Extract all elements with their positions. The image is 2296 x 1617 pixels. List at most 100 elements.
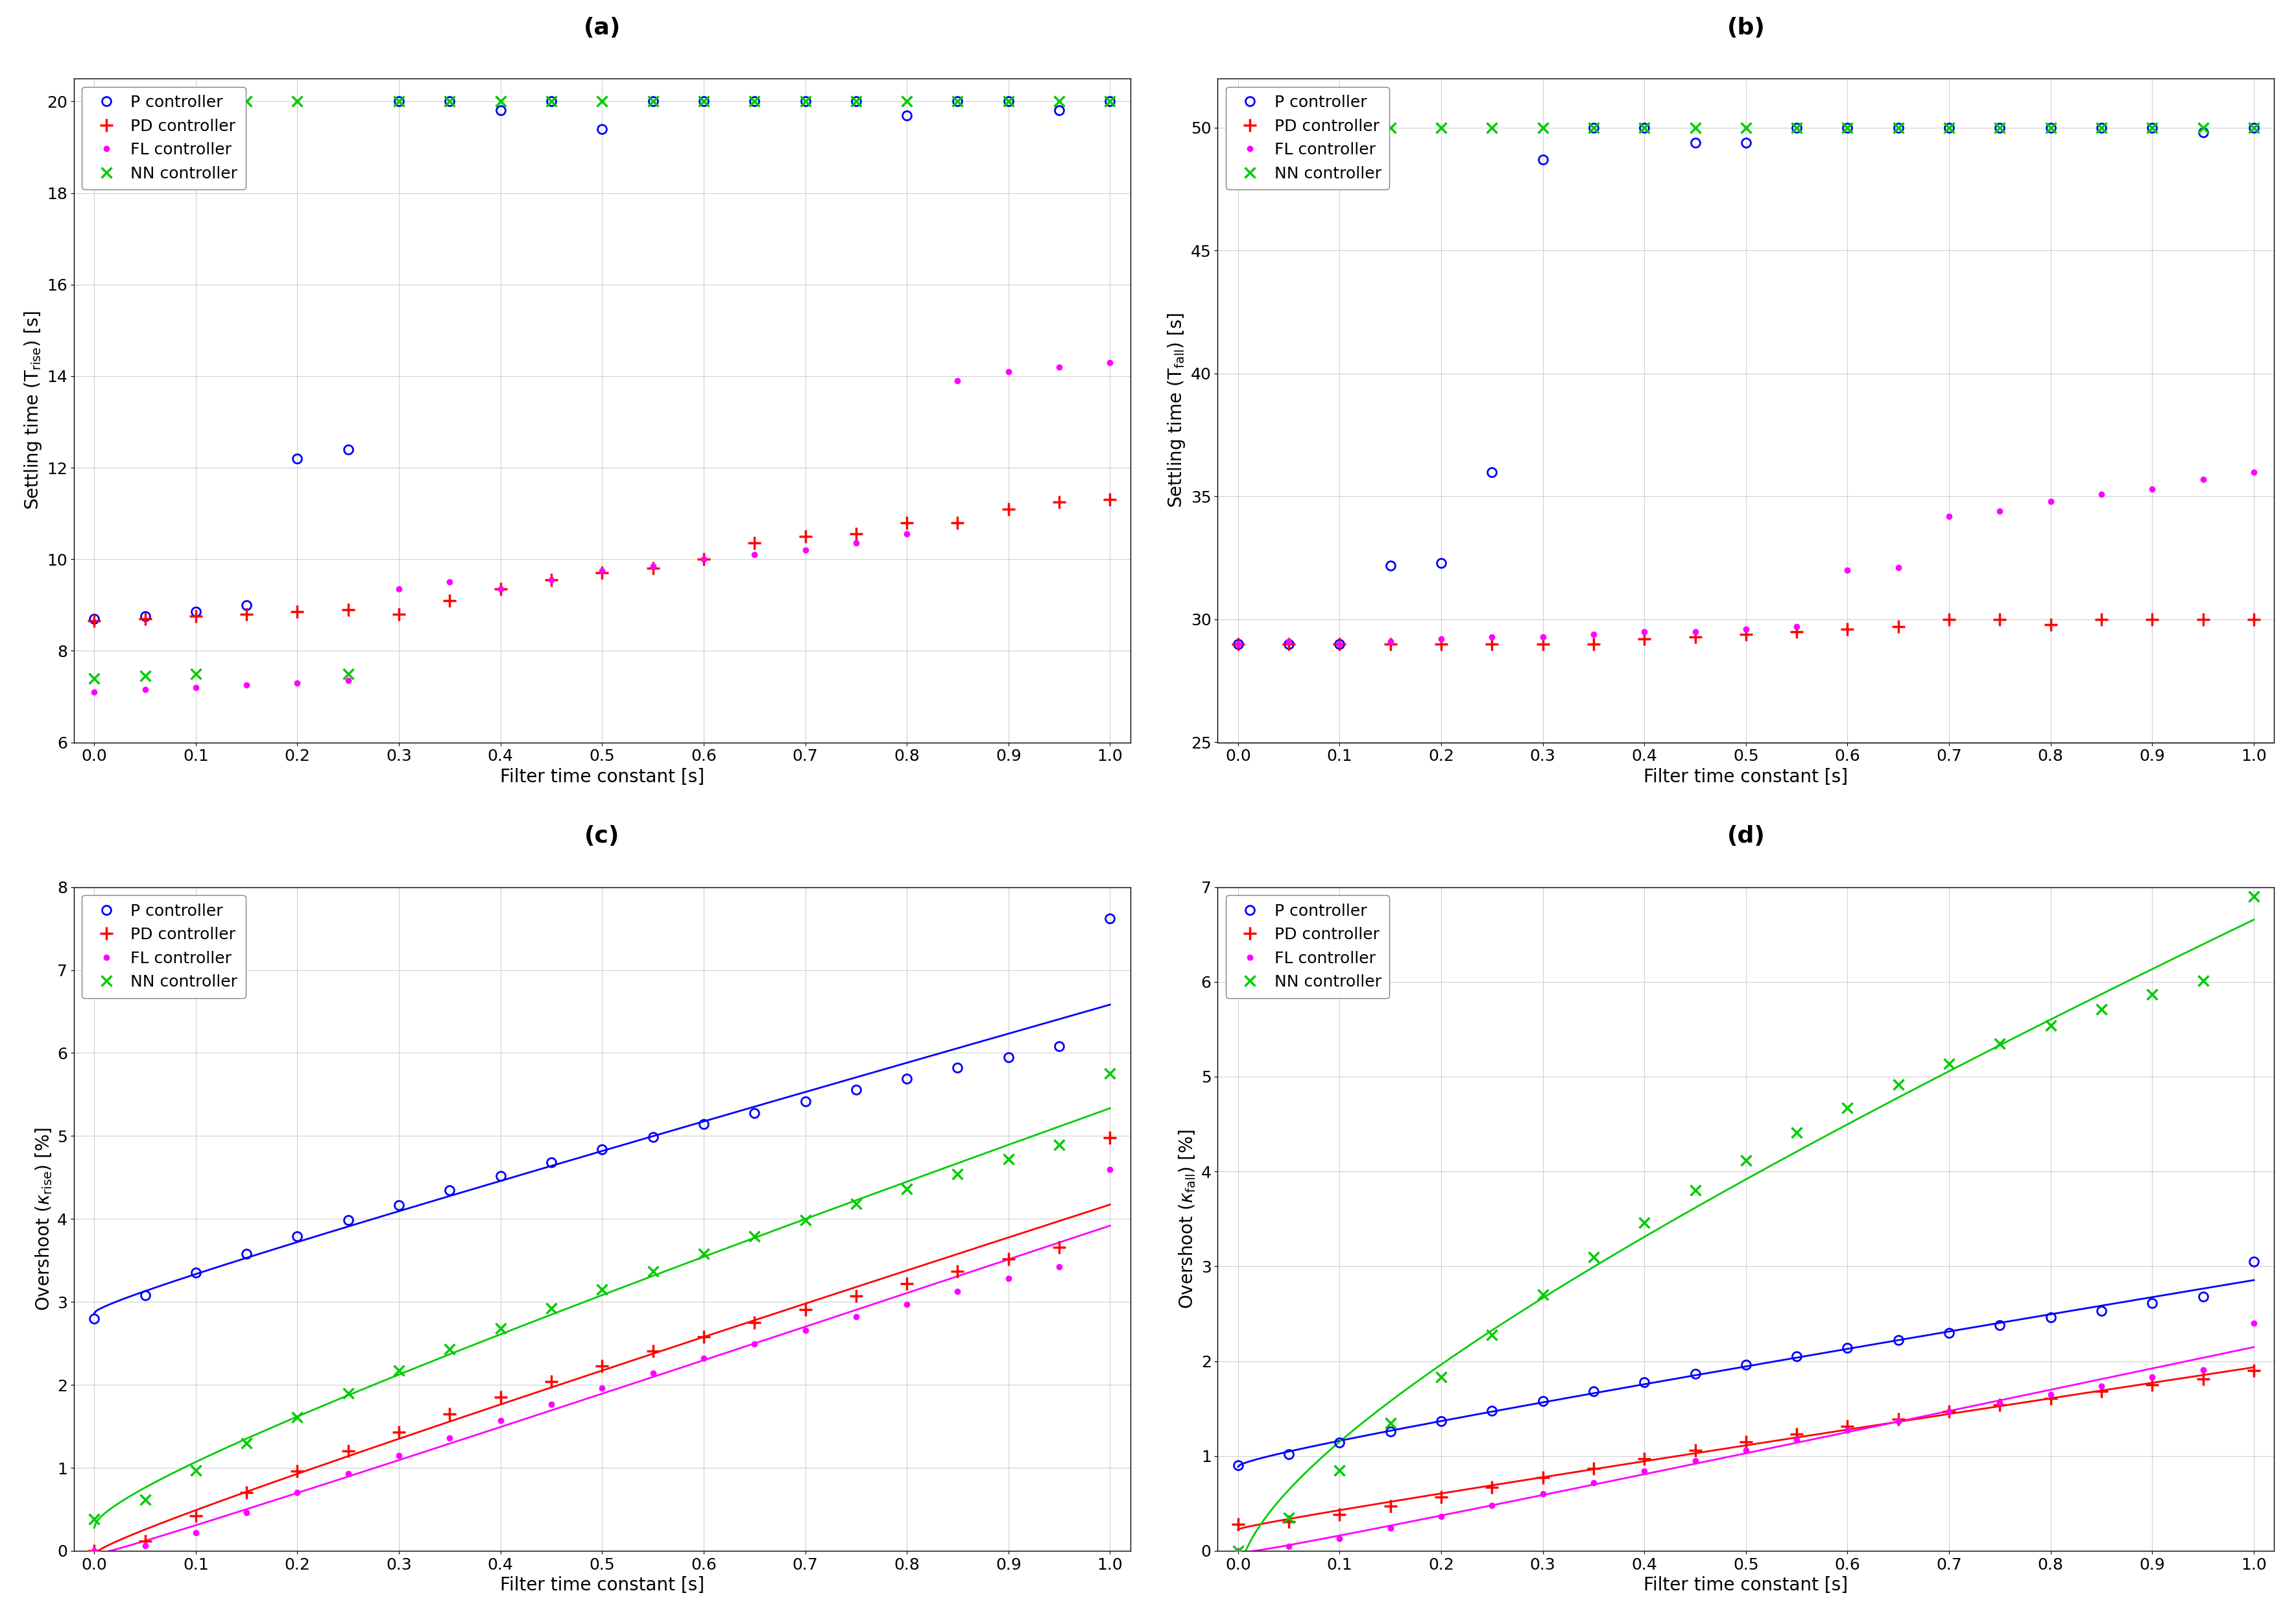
Line: NN controller: NN controller	[1233, 123, 2259, 133]
FL controller	[1479, 627, 1506, 647]
Line: PD controller: PD controller	[87, 493, 1116, 627]
FL controller	[1630, 623, 1658, 642]
P controller	[2188, 123, 2216, 142]
FL controller	[689, 550, 716, 569]
FL controller	[436, 572, 464, 592]
PD controller	[1832, 619, 1860, 639]
PD controller	[638, 1340, 666, 1360]
NN controller	[1375, 1413, 1403, 1433]
FL controller	[1986, 1394, 2014, 1413]
P controller	[893, 105, 921, 125]
NN controller	[638, 1261, 666, 1281]
PD controller	[1936, 1402, 1963, 1421]
NN controller	[537, 92, 565, 112]
P controller	[1479, 1400, 1506, 1420]
FL controller	[2138, 1368, 2165, 1387]
FL controller	[80, 682, 108, 702]
NN controller	[1681, 1180, 1708, 1200]
FL controller	[1936, 1402, 1963, 1421]
PD controller	[131, 610, 158, 629]
NN controller	[487, 1319, 514, 1339]
FL controller	[1580, 1473, 1607, 1492]
FL controller	[181, 1523, 209, 1543]
PD controller	[2087, 610, 2115, 629]
FL controller	[80, 1541, 108, 1560]
Line: NN controller: NN controller	[90, 1069, 1116, 1525]
PD controller	[232, 1483, 259, 1502]
FL controller	[588, 1379, 615, 1399]
PD controller	[436, 1404, 464, 1423]
P controller	[487, 100, 514, 120]
Line: FL controller: FL controller	[1233, 466, 2259, 650]
PD controller	[1274, 634, 1302, 653]
NN controller	[994, 1150, 1022, 1169]
P controller	[1428, 553, 1456, 572]
P controller	[1731, 133, 1759, 152]
PD controller	[893, 1274, 921, 1294]
NN controller	[1479, 118, 1506, 137]
PD controller	[638, 559, 666, 579]
FL controller	[282, 1483, 310, 1502]
P controller	[537, 1153, 565, 1172]
FL controller	[436, 1428, 464, 1447]
FL controller	[1681, 623, 1708, 642]
PD controller	[1580, 634, 1607, 653]
P controller	[1274, 634, 1302, 653]
FL controller	[2087, 485, 2115, 505]
Line: FL controller: FL controller	[90, 357, 1116, 697]
P controller	[1681, 133, 1708, 152]
PD controller	[588, 563, 615, 582]
NN controller	[2138, 985, 2165, 1004]
P controller	[2087, 1302, 2115, 1321]
PD controller	[1325, 1505, 1352, 1525]
P controller	[2138, 118, 2165, 137]
P controller	[386, 92, 413, 112]
PD controller	[1529, 634, 1557, 653]
P controller	[1936, 1323, 1963, 1342]
NN controller	[1529, 118, 1557, 137]
FL controller	[1375, 632, 1403, 652]
PD controller	[1936, 610, 1963, 629]
FL controller	[2087, 1376, 2115, 1395]
PD controller	[944, 513, 971, 532]
P controller	[1045, 100, 1072, 120]
P controller	[386, 1195, 413, 1214]
P controller	[2138, 1294, 2165, 1313]
P controller	[1885, 1331, 1913, 1350]
X-axis label: Filter time constant [s]: Filter time constant [s]	[501, 768, 705, 786]
P controller	[742, 1103, 769, 1122]
NN controller	[131, 1489, 158, 1509]
PD controller	[1224, 634, 1251, 653]
FL controller	[1224, 1541, 1251, 1560]
NN controller	[588, 1279, 615, 1298]
FL controller	[1936, 506, 1963, 526]
FL controller	[944, 1281, 971, 1300]
PD controller	[944, 1261, 971, 1281]
P controller	[1731, 1355, 1759, 1374]
P controller	[1375, 1421, 1403, 1441]
Line: FL controller: FL controller	[90, 1164, 1116, 1556]
P controller	[1529, 1391, 1557, 1410]
P controller	[1580, 1383, 1607, 1402]
PD controller	[893, 513, 921, 532]
P controller	[2239, 118, 2266, 137]
P controller	[282, 450, 310, 469]
NN controller	[1885, 118, 1913, 137]
PD controller	[742, 1313, 769, 1332]
NN controller	[2188, 972, 2216, 991]
P controller	[2239, 1252, 2266, 1271]
P controller	[1479, 462, 1506, 482]
NN controller	[282, 1407, 310, 1426]
NN controller	[1224, 118, 1251, 137]
P controller	[1681, 1363, 1708, 1383]
FL controller	[742, 545, 769, 564]
FL controller	[1045, 357, 1072, 377]
FL controller	[2239, 1313, 2266, 1332]
PD controller	[1428, 634, 1456, 653]
FL controller	[1885, 558, 1913, 577]
PD controller	[2138, 1374, 2165, 1394]
NN controller	[1731, 118, 1759, 137]
PD controller	[2037, 614, 2064, 634]
NN controller	[689, 1243, 716, 1263]
PD controller	[131, 1531, 158, 1551]
